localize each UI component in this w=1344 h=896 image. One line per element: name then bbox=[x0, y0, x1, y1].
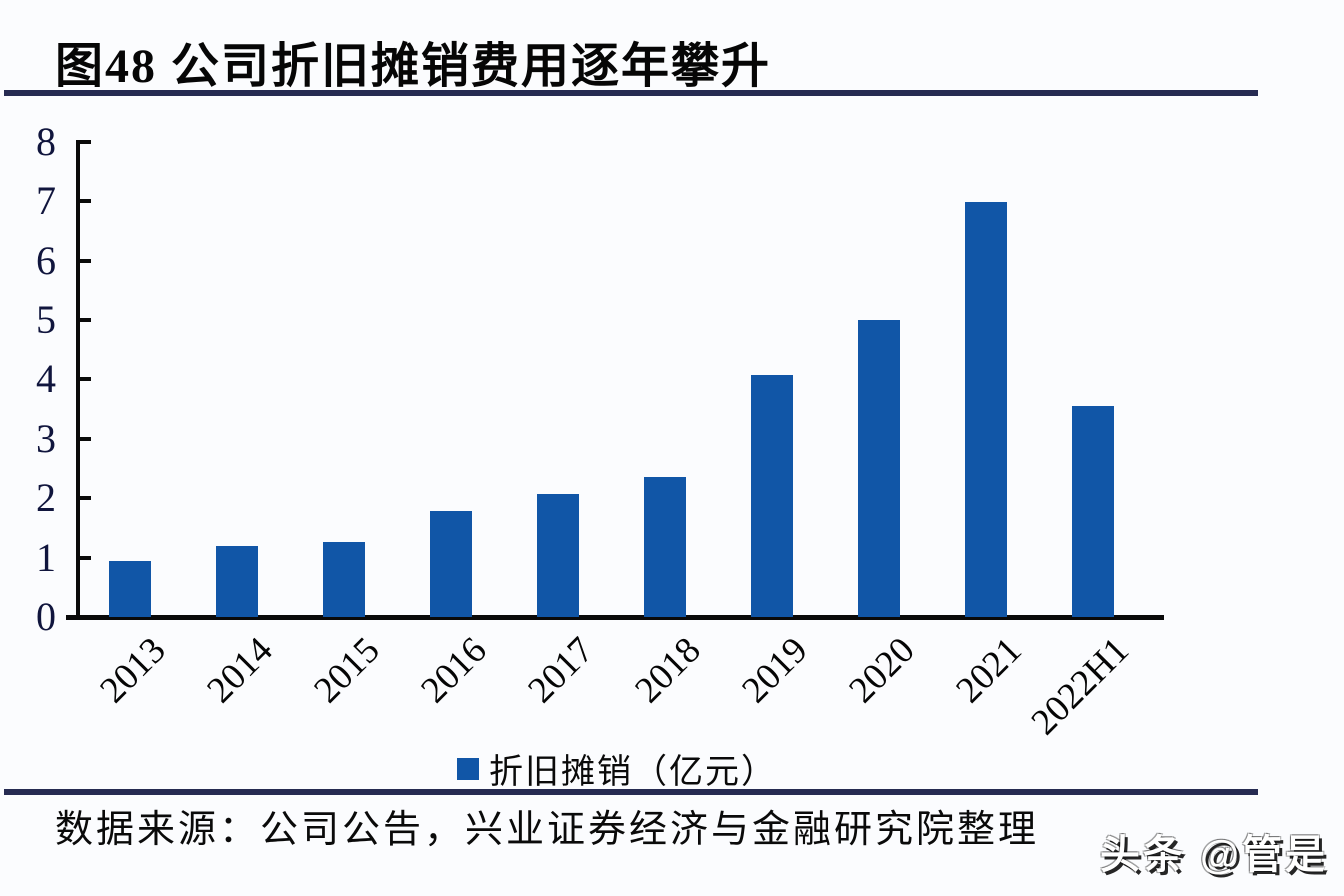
x-axis-label-2018: 2018 bbox=[627, 629, 709, 712]
chart-title: 图48 公司折旧摊销费用逐年攀升 bbox=[55, 40, 772, 93]
y-axis-tick-4 bbox=[76, 377, 91, 382]
bar-2015 bbox=[323, 541, 365, 617]
y-axis-label-1: 1 bbox=[36, 534, 56, 580]
x-axis-label-2019: 2019 bbox=[734, 629, 816, 712]
x-axis-label-2014: 2014 bbox=[199, 629, 281, 712]
bar-2019 bbox=[751, 374, 793, 617]
y-axis-label-0: 0 bbox=[36, 594, 56, 639]
legend-swatch bbox=[457, 757, 479, 780]
x-axis-label-2022H1: 2022H1 bbox=[1023, 629, 1137, 744]
bar-2021 bbox=[965, 202, 1007, 617]
bar-2018 bbox=[644, 476, 686, 617]
x-axis-label-2021: 2021 bbox=[948, 629, 1030, 712]
y-axis-label-2: 2 bbox=[36, 475, 56, 521]
y-axis-tick-2 bbox=[76, 496, 91, 501]
y-axis-tick-3 bbox=[76, 436, 91, 441]
y-axis-label-5: 5 bbox=[36, 297, 56, 342]
y-axis-label-4: 4 bbox=[36, 356, 56, 402]
y-axis-tick-8 bbox=[76, 139, 91, 144]
x-axis-label-2017: 2017 bbox=[520, 629, 602, 712]
y-axis-label-7: 7 bbox=[36, 178, 56, 224]
x-axis-label-2015: 2015 bbox=[306, 629, 388, 712]
y-axis-label-8: 8 bbox=[36, 118, 56, 164]
y-axis-label-6: 6 bbox=[36, 237, 56, 283]
y-axis-tick-6 bbox=[76, 258, 91, 263]
data-source-note: 数据来源：公司公告，兴业证券经济与金融研究院整理 bbox=[55, 809, 1040, 851]
y-axis-label-3: 3 bbox=[36, 415, 56, 461]
bar-2022H1 bbox=[1072, 406, 1114, 617]
x-axis-label-2013: 2013 bbox=[92, 629, 174, 712]
source-divider-line bbox=[4, 789, 1258, 795]
y-axis-tick-1 bbox=[76, 555, 91, 560]
legend-label: 折旧摊销（亿元） bbox=[489, 754, 777, 791]
x-axis-label-2016: 2016 bbox=[413, 629, 495, 712]
y-axis-tick-7 bbox=[76, 199, 91, 204]
bar-2017 bbox=[537, 494, 579, 617]
watermark-text: 头条 @管是 bbox=[1099, 833, 1328, 877]
bar-2020 bbox=[858, 320, 900, 617]
bar-2013 bbox=[109, 560, 151, 617]
y-axis-tick-5 bbox=[76, 318, 91, 322]
chart-legend: 折旧摊销（亿元） bbox=[457, 744, 777, 793]
x-axis-line bbox=[66, 615, 1164, 620]
title-divider-line bbox=[4, 90, 1258, 96]
x-axis-label-2020: 2020 bbox=[841, 629, 923, 712]
bar-2016 bbox=[430, 511, 472, 617]
bar-2014 bbox=[216, 545, 258, 617]
